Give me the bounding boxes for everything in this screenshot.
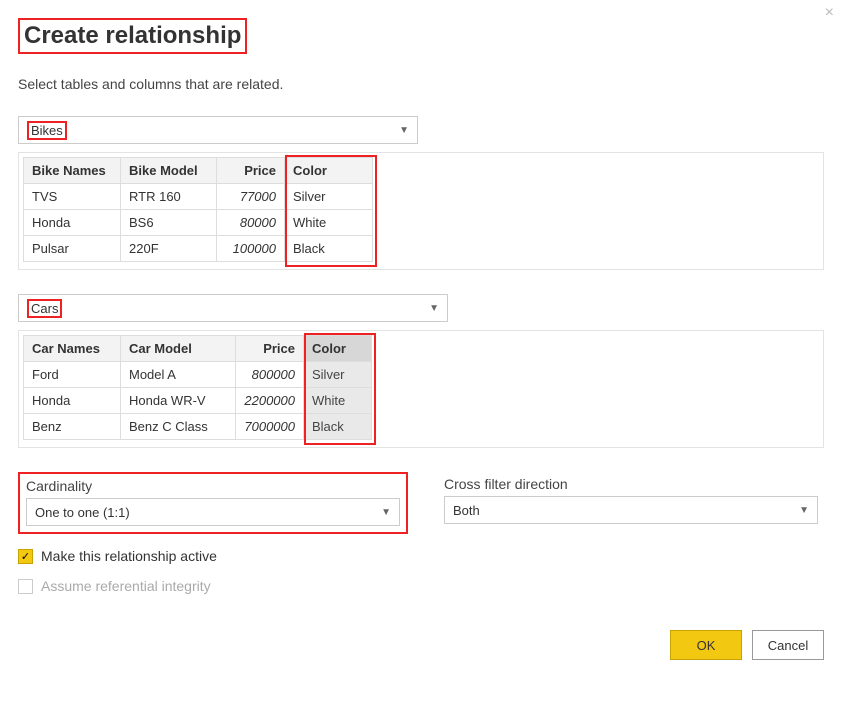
table-row: Honda Honda WR-V 2200000 White xyxy=(24,388,372,414)
referential-checkbox xyxy=(18,579,33,594)
cell: Model A xyxy=(121,362,236,388)
table1-col-header[interactable]: Bike Model xyxy=(121,158,217,184)
chevron-down-icon: ▼ xyxy=(799,505,809,516)
dialog-buttons: OK Cancel xyxy=(18,630,824,660)
table1-select[interactable]: Bikes ▼ xyxy=(18,116,418,144)
cell: 220F xyxy=(121,236,217,262)
cell: White xyxy=(304,388,372,414)
make-active-label: Make this relationship active xyxy=(41,548,217,564)
table-row: Honda BS6 80000 White xyxy=(24,210,373,236)
table2-col-header[interactable]: Price xyxy=(236,336,304,362)
cell: Benz C Class xyxy=(121,414,236,440)
table2-header-row: Car Names Car Model Price Color xyxy=(24,336,372,362)
table1-header-row: Bike Names Bike Model Price Color xyxy=(24,158,373,184)
referential-row: Assume referential integrity xyxy=(18,578,824,594)
cardinality-select[interactable]: One to one (1:1) ▼ xyxy=(26,498,400,526)
cell: Black xyxy=(285,236,373,262)
cell: 800000 xyxy=(236,362,304,388)
cell: Benz xyxy=(24,414,121,440)
table-row: TVS RTR 160 77000 Silver xyxy=(24,184,373,210)
dialog-title: Create relationship xyxy=(18,18,247,54)
table-row: Pulsar 220F 100000 Black xyxy=(24,236,373,262)
cell: Silver xyxy=(285,184,373,210)
cancel-button[interactable]: Cancel xyxy=(752,630,824,660)
table2-select-value: Cars xyxy=(27,299,62,318)
cell: 77000 xyxy=(217,184,285,210)
cell: Black xyxy=(304,414,372,440)
cardinality-value: One to one (1:1) xyxy=(35,505,130,520)
cardinality-label: Cardinality xyxy=(26,478,400,494)
dialog-subtitle: Select tables and columns that are relat… xyxy=(18,76,824,92)
table2-grid[interactable]: Car Names Car Model Price Color Ford Mod… xyxy=(23,335,372,440)
cardinality-block: Cardinality One to one (1:1) ▼ xyxy=(18,472,408,534)
cell: Honda xyxy=(24,388,121,414)
table1-preview: Bike Names Bike Model Price Color TVS RT… xyxy=(18,152,824,270)
cell: Pulsar xyxy=(24,236,121,262)
make-active-checkbox[interactable]: ✓ xyxy=(18,549,33,564)
table2-preview: Car Names Car Model Price Color Ford Mod… xyxy=(18,330,824,448)
close-icon[interactable]: × xyxy=(825,4,834,22)
cell: TVS xyxy=(24,184,121,210)
cell: Silver xyxy=(304,362,372,388)
table1-col-header[interactable]: Price xyxy=(217,158,285,184)
cell: Honda WR-V xyxy=(121,388,236,414)
crossfilter-label: Cross filter direction xyxy=(444,476,818,492)
table1-select-value: Bikes xyxy=(27,121,67,140)
cell: 100000 xyxy=(217,236,285,262)
chevron-down-icon: ▼ xyxy=(399,125,409,136)
table1-grid[interactable]: Bike Names Bike Model Price Color TVS RT… xyxy=(23,157,373,262)
table-row: Ford Model A 800000 Silver xyxy=(24,362,372,388)
chevron-down-icon: ▼ xyxy=(429,303,439,314)
table2-col-header[interactable]: Car Names xyxy=(24,336,121,362)
crossfilter-block: Cross filter direction Both ▼ xyxy=(438,472,824,534)
cell: Honda xyxy=(24,210,121,236)
cell: Ford xyxy=(24,362,121,388)
chevron-down-icon: ▼ xyxy=(381,507,391,518)
table-row: Benz Benz C Class 7000000 Black xyxy=(24,414,372,440)
cell: 2200000 xyxy=(236,388,304,414)
cell: 7000000 xyxy=(236,414,304,440)
cell: 80000 xyxy=(217,210,285,236)
cell: White xyxy=(285,210,373,236)
table2-col-header[interactable]: Car Model xyxy=(121,336,236,362)
table2-col-header[interactable]: Color xyxy=(304,336,372,362)
cell: RTR 160 xyxy=(121,184,217,210)
cell: BS6 xyxy=(121,210,217,236)
crossfilter-select[interactable]: Both ▼ xyxy=(444,496,818,524)
ok-button[interactable]: OK xyxy=(670,630,742,660)
referential-label: Assume referential integrity xyxy=(41,578,211,594)
table2-select[interactable]: Cars ▼ xyxy=(18,294,448,322)
crossfilter-value: Both xyxy=(453,503,480,518)
table1-col-header[interactable]: Color xyxy=(285,158,373,184)
make-active-row[interactable]: ✓ Make this relationship active xyxy=(18,548,824,564)
table1-col-header[interactable]: Bike Names xyxy=(24,158,121,184)
